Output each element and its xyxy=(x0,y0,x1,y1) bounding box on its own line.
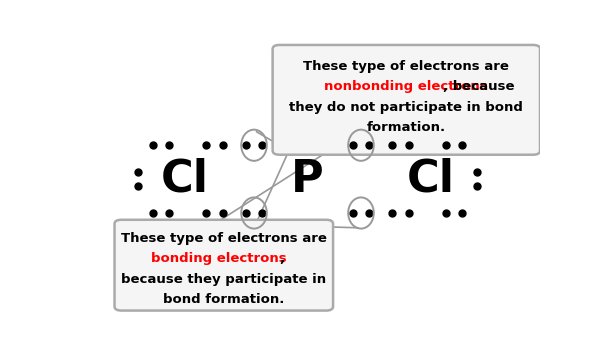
Text: they do not participate in bond: they do not participate in bond xyxy=(289,101,523,113)
Text: Cl: Cl xyxy=(407,158,455,201)
Text: , because: , because xyxy=(443,80,514,93)
FancyBboxPatch shape xyxy=(115,220,333,310)
Text: These type of electrons are: These type of electrons are xyxy=(121,232,327,245)
Text: because they participate in: because they participate in xyxy=(121,272,326,285)
Text: nonbonding electrons: nonbonding electrons xyxy=(325,80,488,93)
Text: Cl: Cl xyxy=(160,158,208,201)
Text: ,: , xyxy=(280,252,284,265)
Text: formation.: formation. xyxy=(367,121,446,134)
Text: These type of electrons are: These type of electrons are xyxy=(304,60,509,73)
Text: bond formation.: bond formation. xyxy=(163,293,284,306)
Text: bonding electrons: bonding electrons xyxy=(151,252,287,265)
Text: P: P xyxy=(291,158,324,201)
FancyBboxPatch shape xyxy=(272,45,540,155)
